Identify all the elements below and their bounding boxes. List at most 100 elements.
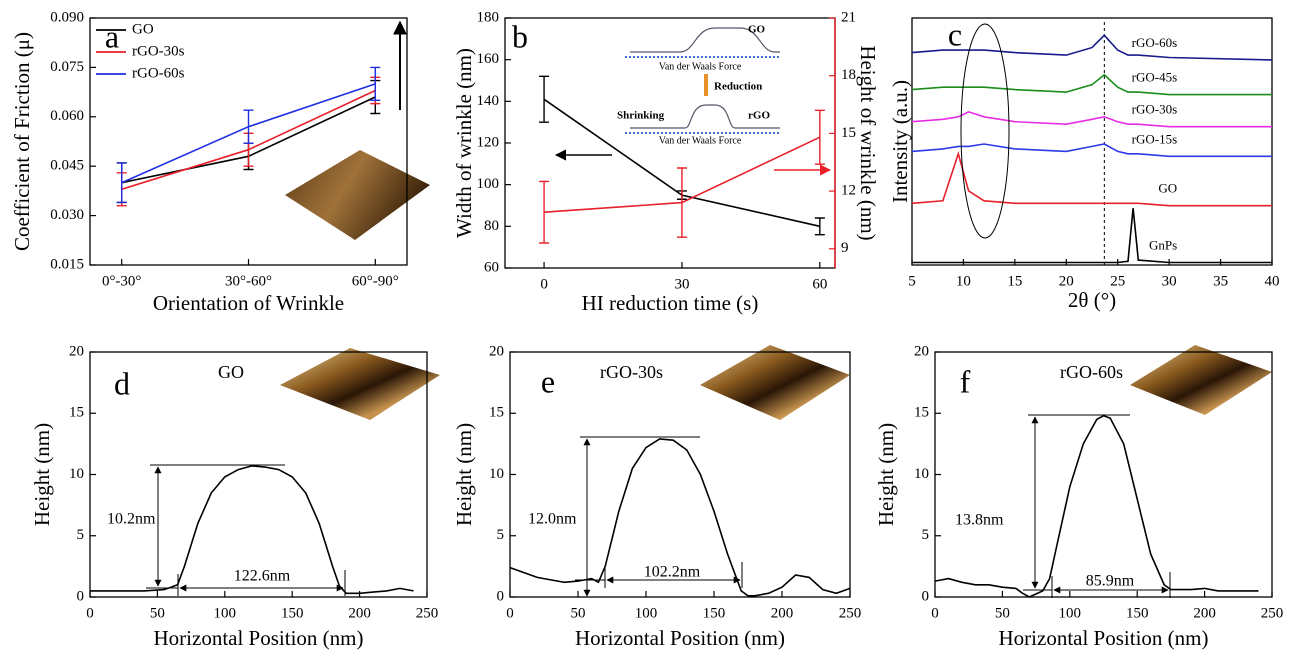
highlight-ellipse [960,23,1010,239]
legend-label: rGO-30s [132,43,185,59]
y-tick-label: 120 [477,134,500,150]
y-tick-label: 20 [914,343,929,359]
x-tick-label: 250 [416,605,439,621]
y-tick-label: 0.060 [50,108,84,124]
x-tick-label: 50 [995,605,1010,621]
series-line [911,111,1272,128]
panel-label: b [512,18,528,54]
x-tick-label: 15 [1007,273,1022,289]
x-tick-label: 25 [1110,273,1125,289]
y-tick-label: 0.030 [50,207,84,223]
afm-inset [280,348,440,420]
x-tick-label: 150 [281,605,304,621]
error-bar [370,66,381,102]
x-tick-label: 20 [1059,273,1074,289]
series-line [90,465,414,595]
error-bar [116,162,127,204]
schematic-label: Reduction [714,81,762,93]
series-line [509,438,851,597]
x-tick-label: 10 [956,273,971,289]
y-tick-label: 0.090 [50,9,84,25]
y-axis-label: Width of wrinkle (nm) [452,48,476,238]
y2-tick-label: 12 [841,183,856,199]
y-tick-label: 15 [489,405,504,421]
x-tick-label: 100 [635,605,658,621]
series-line [911,34,1273,61]
afm-inset [285,150,430,240]
y-tick-label: 0 [497,588,505,604]
y-axis-label: Height (nm) [30,423,54,526]
y-axis-label: Intensity (a.u.) [888,80,912,203]
error-bar [814,217,825,236]
x-tick-label: 100 [1059,605,1082,621]
y-tick-label: 80 [484,218,499,234]
series-label: GnPs [1149,238,1177,253]
y-tick-label: 10 [489,466,504,482]
x-axis-label: Horizontal Position (nm) [999,626,1209,650]
series-line [911,73,1272,96]
sample-label: rGO-30s [600,362,663,382]
panel-label: d [114,365,130,401]
series-line [911,151,1272,207]
legend-label: rGO-60s [132,65,185,81]
x-axis-label: Horizontal Position (nm) [154,626,364,650]
y-tick-label: 5 [77,527,85,543]
y-tick-label: 0 [922,588,930,604]
x-tick-label: 30°-60° [225,273,272,289]
error-bar [814,109,825,165]
x-axis-label: Horizontal Position (nm) [575,626,785,650]
plot-frame [911,17,1273,266]
width-annotation: 102.2nm [644,564,701,581]
schematic-go [630,27,780,53]
schematic-rgo [630,104,780,129]
series-line [912,208,1272,264]
x-axis-label: HI reduction time (s) [582,291,759,315]
x-tick-label: 250 [839,605,862,621]
x-tick-label: 30 [1162,273,1177,289]
afm-inset [1130,345,1272,415]
schematic-label: rGO [748,110,770,122]
x-tick-label: 150 [1126,605,1149,621]
height-annotation: 10.2nm [107,511,156,528]
panel-label: c [948,16,962,52]
y-tick-label: 5 [922,527,930,543]
x-tick-label: 150 [703,605,726,621]
height-annotation: 12.0nm [528,511,577,528]
series-label: rGO-60s [1132,35,1178,50]
schematic-label: GO [748,24,766,36]
series-line [911,143,1272,158]
y-tick-label: 15 [914,405,929,421]
series-label: rGO-15s [1132,131,1178,146]
y-tick-label: 0.045 [50,158,84,174]
error-bar [676,167,687,238]
schematic-label: Van der Waals Force [659,61,742,72]
x-tick-label: 200 [771,605,794,621]
x-tick-label: 200 [1193,605,1216,621]
y-tick-label: 0.015 [50,256,84,272]
series-label: GO [1158,181,1177,196]
x-tick-label: 30 [674,276,689,292]
y2-tick-label: 18 [841,67,856,83]
x-tick-label: 200 [348,605,371,621]
height-annotation: 13.8nm [955,512,1004,529]
y-tick-label: 15 [69,405,84,421]
series-line [934,414,1259,598]
series-label: rGO-30s [1132,102,1178,117]
width-annotation: 122.6nm [234,568,291,585]
y-tick-label: 20 [489,343,504,359]
y-tick-label: 10 [914,466,929,482]
y-tick-label: 0.075 [50,59,84,75]
y-tick-label: 160 [477,51,500,67]
y-tick-label: 140 [477,93,500,109]
y-axis-label: Height (nm) [874,423,898,526]
x-axis-label: Orientation of Wrinkle [153,291,344,315]
error-bar [243,109,254,144]
x-tick-label: 0 [540,276,548,292]
series-label: rGO-45s [1132,70,1178,85]
y-tick-label: 10 [69,466,84,482]
x-tick-label: 60 [812,276,827,292]
y-tick-label: 180 [477,9,500,25]
schematic-label: Van der Waals Force [659,135,742,146]
afm-inset [700,345,850,420]
